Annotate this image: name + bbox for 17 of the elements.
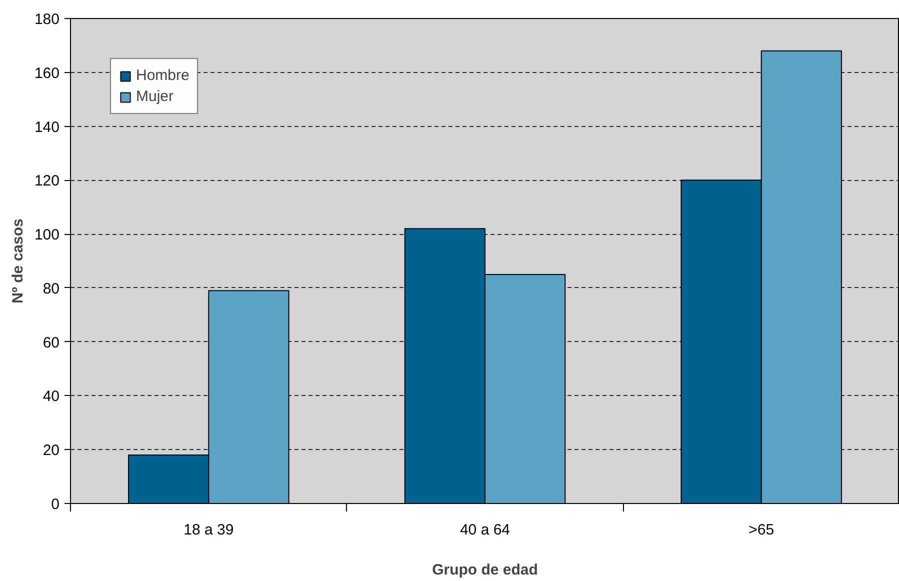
- y-tick-label: 120: [34, 172, 60, 190]
- legend-label: Hombre: [136, 67, 190, 84]
- y-axis-title: Nº de casos: [9, 218, 26, 304]
- y-tick-label: 140: [34, 118, 60, 136]
- y-tick-label: 100: [34, 226, 60, 244]
- legend-label: Mujer: [136, 88, 174, 105]
- y-tick-label: 20: [42, 442, 60, 460]
- y-tick-label: 160: [34, 64, 60, 82]
- y-tick-label: 80: [42, 280, 60, 298]
- x-tick-label: >65: [748, 522, 774, 538]
- x-tick-label: 40 a 64: [460, 522, 510, 538]
- y-tick-label: 60: [42, 334, 60, 352]
- y-tick-label: 180: [34, 11, 60, 28]
- y-tick-label: 0: [51, 496, 60, 513]
- x-axis-title: Grupo de edad: [432, 562, 538, 578]
- y-tick-label: 40: [42, 388, 60, 406]
- x-tick-label: 18 a 39: [184, 522, 234, 538]
